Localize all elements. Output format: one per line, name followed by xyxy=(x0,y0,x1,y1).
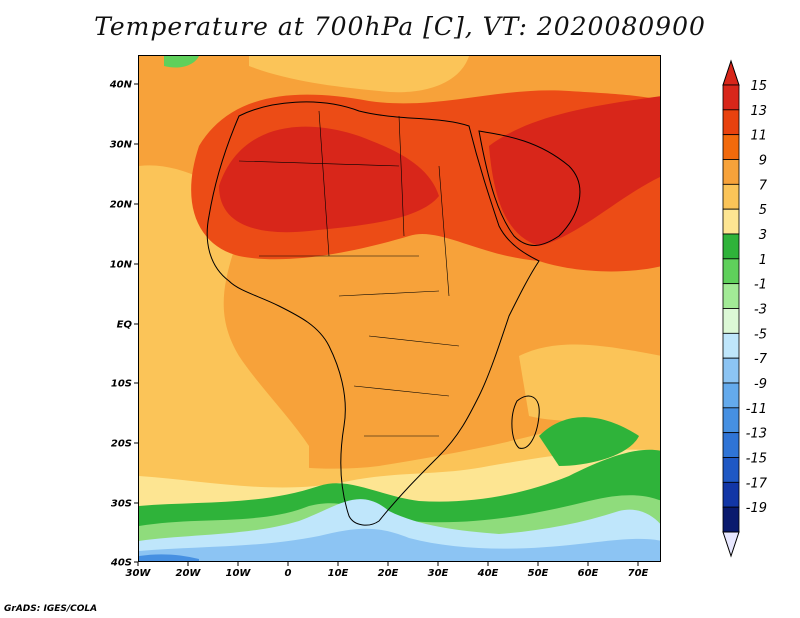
colorbar-swatch xyxy=(722,407,740,434)
colorbar-label: -9 xyxy=(754,377,767,392)
africa-coastline xyxy=(206,101,540,526)
lat-tick-label: 30S xyxy=(111,499,132,510)
colorbar-swatch xyxy=(722,208,740,235)
lat-tick-label: 40N xyxy=(109,80,133,91)
grads-credit: GrADS: IGES/COLA xyxy=(4,604,98,614)
lon-tick-label: 30W xyxy=(126,568,152,579)
lon-tick-label: 70E xyxy=(628,568,649,579)
field-mild-mediterranean xyxy=(249,56,469,93)
colorbar-label: 9 xyxy=(759,154,767,169)
colorbar-label: -19 xyxy=(746,501,767,516)
field-deep-blue xyxy=(139,554,199,561)
lon-tick-label: 20W xyxy=(176,568,202,579)
lon-tick-label: 30E xyxy=(428,568,449,579)
colorbar-label: -13 xyxy=(746,427,767,442)
colorbar-swatch xyxy=(722,481,740,508)
colorbar-label: 7 xyxy=(759,178,768,193)
colorbar-swatch xyxy=(722,332,740,359)
colorbar-label: -11 xyxy=(746,402,767,417)
lon-tick-label: 20E xyxy=(378,568,399,579)
colorbar-swatch xyxy=(722,432,740,458)
colorbar-label: 13 xyxy=(750,104,767,119)
lat-tick-label: 10S xyxy=(111,379,132,390)
colorbar-bottom-arrow xyxy=(722,531,740,558)
lon-tick-label: 10E xyxy=(328,568,349,579)
field-green-patch-nw xyxy=(164,56,199,68)
field-mild-atlantic xyxy=(139,165,309,497)
lat-tick-label: 10N xyxy=(110,260,133,271)
field-very-hot-sahara xyxy=(219,126,439,233)
colorbar-swatch xyxy=(722,457,740,483)
colorbar-swatch xyxy=(722,258,740,285)
lon-tick-label: 60E xyxy=(578,568,599,579)
colorbar-label: -5 xyxy=(754,327,767,342)
colorbar-label: 5 xyxy=(759,203,767,218)
colorbar-swatch xyxy=(722,233,740,260)
colorbar-swatch xyxy=(722,506,740,533)
lon-tick-label: 50E xyxy=(528,568,549,579)
colorbar-label: 11 xyxy=(750,129,767,144)
longitude-ticks: 30W 20W 10W 0 10E 20E 30E 40E 50E 60E 70E xyxy=(126,562,649,579)
madagascar-outline xyxy=(511,395,540,449)
field-blue xyxy=(139,528,660,561)
field-very-hot-arabia xyxy=(489,96,660,246)
colorbar-label: 3 xyxy=(759,228,767,243)
colorbar-swatch xyxy=(722,134,740,160)
country-borders xyxy=(238,110,460,437)
colorbar-label: -17 xyxy=(746,476,768,491)
lat-tick-label: 20N xyxy=(110,200,133,211)
colorbar-swatch xyxy=(722,84,740,111)
temperature-map xyxy=(138,55,661,562)
colorbar-label: -3 xyxy=(754,303,767,318)
temperature-field xyxy=(139,56,660,561)
colorbar-swatch xyxy=(722,183,740,210)
colorbar-swatch xyxy=(722,308,740,334)
colorbar-top-arrow xyxy=(722,59,740,86)
colorbar-label: 1 xyxy=(759,253,767,268)
colorbar-swatch xyxy=(722,283,740,309)
arabia-outline xyxy=(478,130,581,246)
lat-tick-label: EQ xyxy=(117,320,133,331)
lon-tick-label: 0 xyxy=(285,568,292,579)
latitude-ticks: 40N 30N 20N 10N EQ 10S 20S 30S 40S xyxy=(109,80,138,569)
lon-tick-label: 40E xyxy=(477,568,499,579)
colorbar-swatch xyxy=(722,382,740,409)
colorbar-swatch xyxy=(722,109,740,136)
colorbar-label: -7 xyxy=(754,352,768,367)
colorbar-label: -1 xyxy=(754,278,767,293)
field-mild-east xyxy=(519,344,660,436)
lat-tick-label: 30N xyxy=(110,140,133,151)
colorbar-swatch xyxy=(722,159,740,185)
field-green-indian-ocean xyxy=(539,417,639,466)
lat-tick-label: 40S xyxy=(110,558,132,569)
colorbar-swatch xyxy=(722,357,740,384)
colorbar-label: -15 xyxy=(746,452,767,467)
lon-tick-label: 10W xyxy=(226,568,252,579)
colorbar-label: 15 xyxy=(750,79,767,94)
map-title: Temperature at 700hPa [C], VT: 202008090… xyxy=(94,12,706,41)
lat-tick-label: 20S xyxy=(111,439,132,450)
colorbar: 15 13 11 9 7 5 3 1 -1 -3 -5 -7 -9 -11 -13 -15 -17 -19 xyxy=(722,59,768,558)
